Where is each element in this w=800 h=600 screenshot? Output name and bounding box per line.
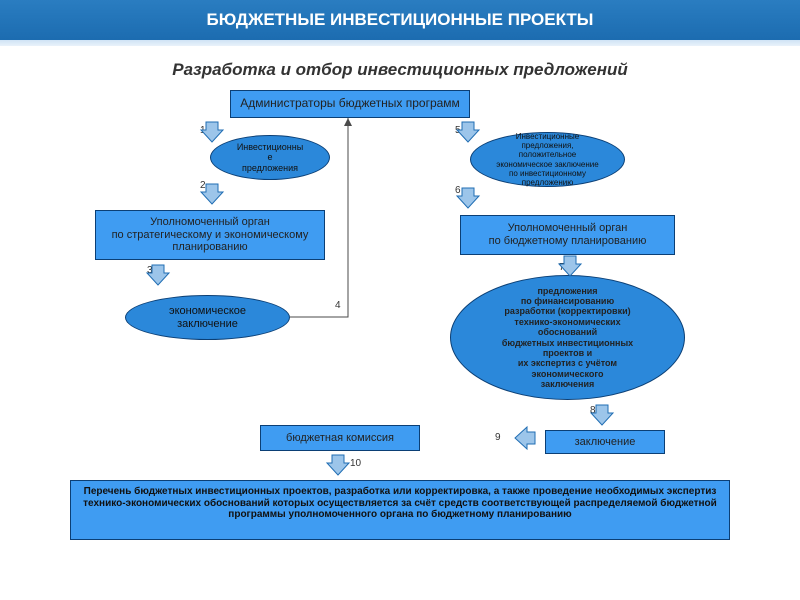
- page-header: БЮДЖЕТНЫЕ ИНВЕСТИЦИОННЫЕ ПРОЕКТЫ: [0, 0, 800, 42]
- line-4-head: [344, 118, 352, 126]
- arrow-8: [591, 405, 613, 425]
- subtitle: Разработка и отбор инвестиционных предло…: [0, 60, 800, 80]
- diagram-canvas: Администраторы бюджетных программ Инвест…: [0, 80, 800, 600]
- arrow-10: [327, 455, 349, 475]
- arrows-layer: [0, 80, 800, 550]
- arrow-3: [147, 265, 169, 285]
- arrow-7: [559, 256, 581, 276]
- line-4: [290, 118, 348, 317]
- header-title: БЮДЖЕТНЫЕ ИНВЕСТИЦИОННЫЕ ПРОЕКТЫ: [207, 10, 594, 30]
- arrow-6: [457, 188, 479, 208]
- arrow-2: [201, 184, 223, 204]
- arrow-5: [457, 122, 479, 142]
- arrow-9: [515, 427, 535, 449]
- arrow-1: [201, 122, 223, 142]
